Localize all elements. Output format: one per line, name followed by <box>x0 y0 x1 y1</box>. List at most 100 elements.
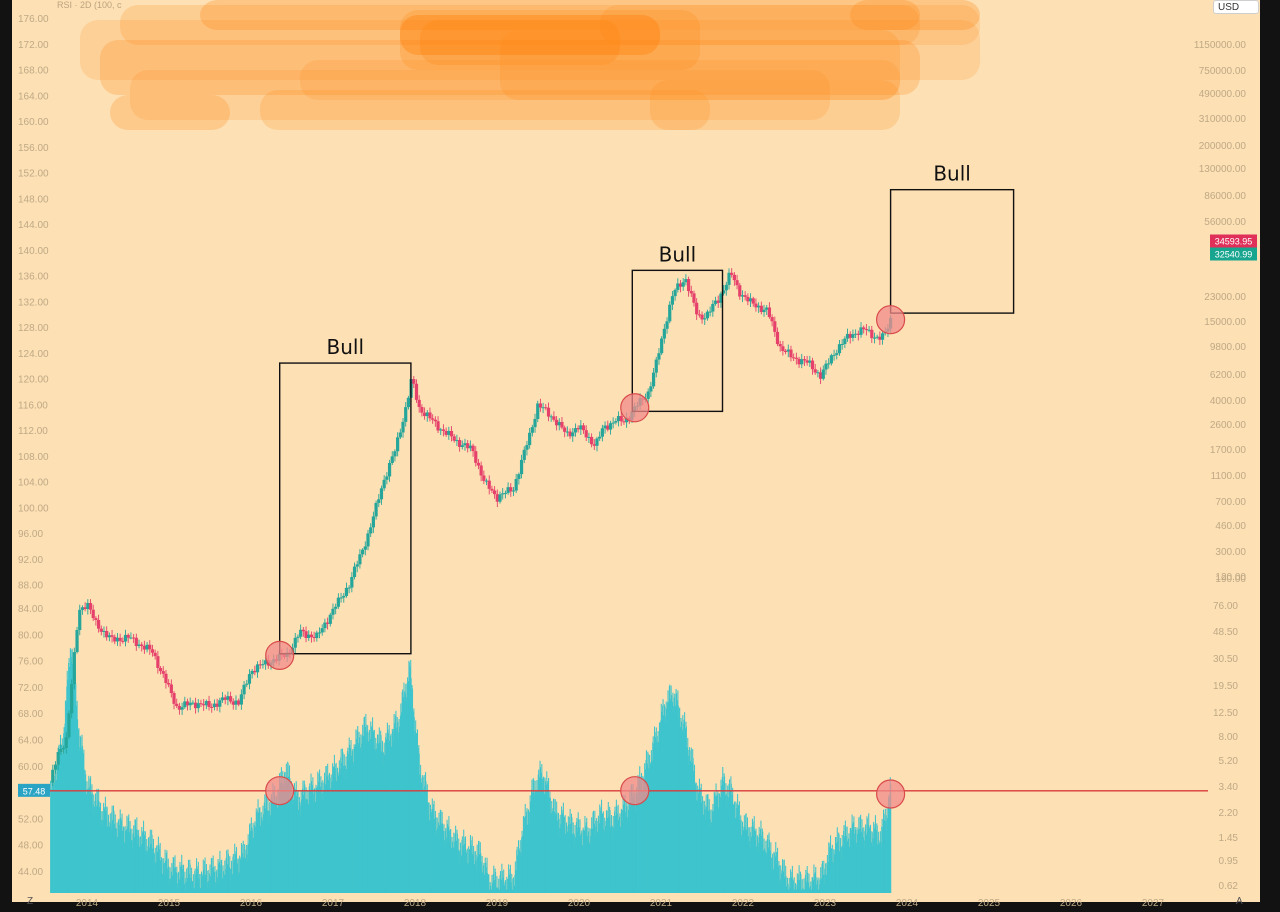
candle-body <box>754 303 758 308</box>
rsi-bar <box>176 866 178 893</box>
candle-body <box>843 338 847 345</box>
candle-body <box>99 628 103 632</box>
candle-body <box>872 337 877 339</box>
smudge-stroke <box>260 90 710 130</box>
candle-body <box>625 417 629 423</box>
candle-body <box>603 425 607 429</box>
candle-body <box>646 391 650 399</box>
candle-body <box>563 427 567 432</box>
rsi-bar <box>504 880 506 893</box>
candle-body <box>608 423 613 430</box>
candle-body <box>212 703 217 708</box>
candle-body <box>716 300 720 303</box>
candle-body <box>102 630 106 632</box>
candle-body <box>118 637 122 641</box>
candle-body <box>420 406 424 413</box>
candle-body <box>503 492 507 494</box>
candle-body <box>670 296 675 305</box>
candle-body <box>759 305 763 313</box>
price-tag <box>1210 234 1257 248</box>
price-tag <box>1210 247 1257 261</box>
candle-body <box>824 363 828 370</box>
bull-label: Bull <box>327 335 365 359</box>
candle-body <box>837 344 842 354</box>
candle-body <box>188 702 192 706</box>
candle-body <box>304 631 308 638</box>
right-rsi-tick: 1.45 <box>1219 833 1239 844</box>
left-price-tick: 152.00 <box>18 169 49 180</box>
candle-body <box>336 597 340 607</box>
rsi-bar <box>198 878 200 893</box>
candle-body <box>471 445 475 452</box>
smudge-stroke <box>400 10 700 70</box>
candle-body <box>565 431 569 433</box>
candle-body <box>862 327 866 330</box>
rsi-bar <box>798 865 800 893</box>
candle-body <box>156 656 160 669</box>
candle-body <box>132 637 136 639</box>
candle-body <box>738 285 742 297</box>
price-marker-circle <box>875 305 906 335</box>
candle-body <box>439 429 443 431</box>
candle-body <box>140 644 144 647</box>
rsi-bar <box>222 871 225 893</box>
candle-body <box>538 403 543 408</box>
right-price-tick: 1150000.00 <box>1194 40 1247 51</box>
smudge-stroke <box>600 5 980 45</box>
candle-body <box>344 587 349 596</box>
candle-body <box>606 425 610 430</box>
candle-body <box>72 652 76 685</box>
left-price-tick: 104.00 <box>18 478 49 489</box>
candle-body <box>78 609 82 631</box>
candle-body <box>264 660 268 665</box>
candle-body <box>250 670 254 675</box>
candle-body <box>67 713 71 738</box>
right-rsi-tick: 5.20 <box>1219 756 1239 767</box>
candle-body <box>571 432 575 437</box>
candle-body <box>59 749 63 753</box>
rsi-bar <box>788 877 790 893</box>
candle-body <box>724 284 728 291</box>
candle-body <box>193 702 198 709</box>
rsi-bar <box>813 873 815 893</box>
candle-body <box>748 298 753 302</box>
candle-body <box>94 618 98 620</box>
candle-body <box>142 646 146 650</box>
candle-body <box>239 694 243 705</box>
rsi-bar <box>501 871 503 893</box>
candle-body <box>611 422 615 424</box>
left-rsi-tick: 80.00 <box>18 630 43 641</box>
left-price-tick: 148.00 <box>18 194 49 205</box>
candle-body <box>64 737 68 748</box>
candle-body <box>366 533 370 547</box>
candle-body <box>649 386 653 392</box>
candle-body <box>134 637 138 647</box>
candle-body <box>595 438 599 446</box>
candle-body <box>371 516 375 528</box>
right-price-tick: 130000.00 <box>1199 164 1247 175</box>
candle-body <box>778 344 782 347</box>
rsi-bar <box>805 869 807 893</box>
rsi-bar <box>812 877 814 893</box>
time-axis-label: 2024 <box>896 898 919 909</box>
candle-body <box>382 479 386 489</box>
left-price-tick: 164.00 <box>18 91 49 102</box>
left-rsi-tick: 44.00 <box>18 867 43 878</box>
left-rsi-tick: 72.00 <box>18 683 43 694</box>
candle-body <box>183 701 187 708</box>
rsi-bar <box>790 871 792 893</box>
right-price-tick: 23000.00 <box>1204 292 1246 303</box>
rsi-bar <box>803 878 805 893</box>
candle-body <box>484 480 489 482</box>
rsi-bar <box>192 874 194 893</box>
currency-badge[interactable]: USD <box>1213 0 1259 14</box>
candle-body <box>732 274 736 281</box>
candle-body <box>431 418 435 420</box>
right-rsi-tick: 2.20 <box>1219 808 1239 819</box>
corner-label-left[interactable]: Z <box>27 896 34 907</box>
left-price-tick: 176.00 <box>18 14 49 25</box>
corner-label-right[interactable]: A <box>1236 896 1243 907</box>
candle-body <box>493 490 497 495</box>
candle-body <box>805 360 809 363</box>
